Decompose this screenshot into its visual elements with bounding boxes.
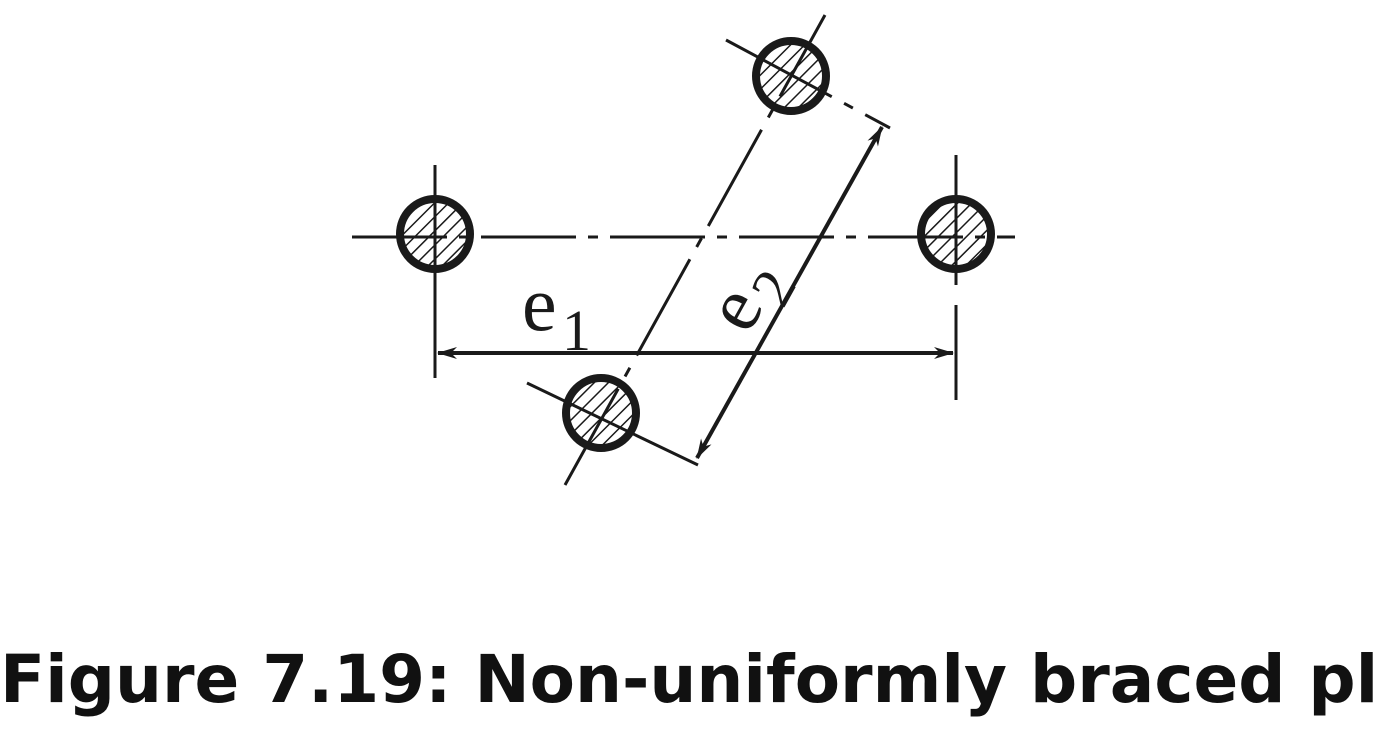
e2-label: e 2 [687, 259, 809, 344]
bolt-left [396, 195, 474, 273]
bolt-top [752, 37, 830, 115]
e1-label-sub: 1 [562, 298, 591, 363]
bolt-bottom [562, 374, 640, 452]
figure-caption: Figure 7.19: Non-uniformly braced plates [0, 641, 1381, 718]
e2-dimension-line [695, 126, 884, 459]
bolt-right [917, 195, 995, 273]
e1-label-base: e [522, 260, 557, 347]
braced-plates-diagram: e 1 e 2 [352, 14, 1015, 486]
e1-label: e 1 [522, 260, 591, 363]
